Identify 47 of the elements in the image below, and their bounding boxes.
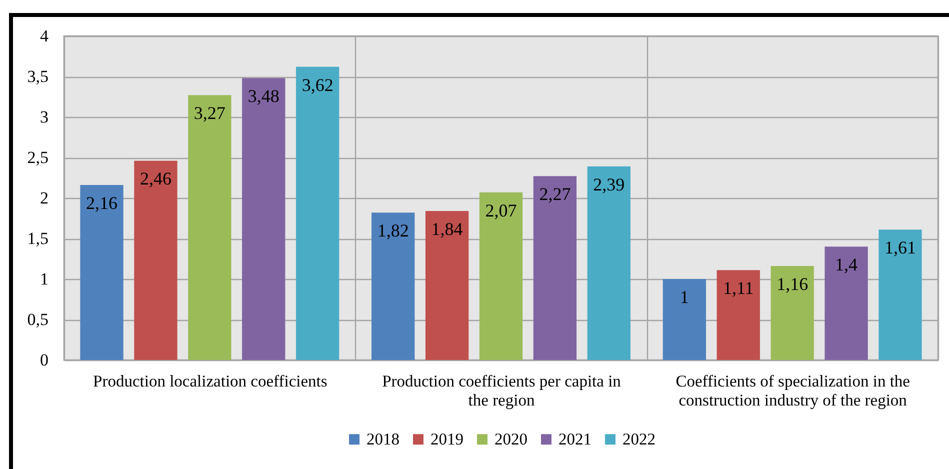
data-label: 2,27 (539, 184, 571, 204)
bar (587, 166, 630, 360)
bar (878, 230, 922, 360)
bar (296, 66, 340, 360)
data-label: 3,48 (248, 86, 280, 106)
data-label: 3,27 (194, 103, 226, 124)
y-tick-label: 0 (40, 350, 48, 370)
y-tick-label: 3,5 (27, 67, 48, 86)
bar (824, 246, 868, 360)
data-label: 1,4 (835, 254, 858, 275)
data-label: 1,82 (377, 220, 409, 241)
y-tick-label: 3 (40, 108, 48, 126)
y-tick-label: 1,5 (27, 229, 48, 248)
bar (425, 210, 469, 360)
y-tick-label: 2,5 (27, 148, 48, 167)
y-tick-label: 4 (40, 26, 49, 46)
y-tick-label: 2 (40, 188, 48, 208)
bar (372, 212, 415, 360)
data-label: 1,84 (431, 218, 463, 239)
x-tick-label: Production coefficients per capita in the region (382, 372, 621, 410)
legend-label: 2019 (430, 429, 464, 448)
legend-label: 2020 (494, 429, 528, 448)
bar (716, 270, 760, 360)
data-label: 1,61 (884, 238, 916, 258)
bar (770, 266, 814, 360)
data-label: 3,62 (302, 74, 334, 95)
data-label: 2,39 (593, 174, 625, 194)
legend-label: 2018 (366, 429, 400, 448)
bar (242, 78, 286, 360)
legend-label: 2021 (558, 429, 592, 448)
data-label: 1 (680, 287, 689, 307)
x-tick-label: Production localization coefficients (93, 372, 328, 390)
bar (188, 95, 232, 360)
data-label: 2,07 (485, 200, 517, 220)
data-label: 1,16 (776, 274, 808, 294)
data-label: 2,46 (140, 168, 172, 189)
y-tick-label: 0,5 (27, 310, 48, 329)
bar (662, 279, 706, 360)
data-label: 2,16 (86, 193, 118, 214)
x-tick-label: Coefficients of specialization in the construction industry of the region (676, 372, 910, 410)
legend-label: 2022 (622, 429, 656, 448)
y-tick-label: 1 (40, 270, 48, 288)
bar (134, 160, 178, 360)
bar (479, 192, 523, 360)
data-label: 1,11 (722, 278, 754, 298)
bar (533, 176, 577, 360)
bar (80, 185, 124, 360)
